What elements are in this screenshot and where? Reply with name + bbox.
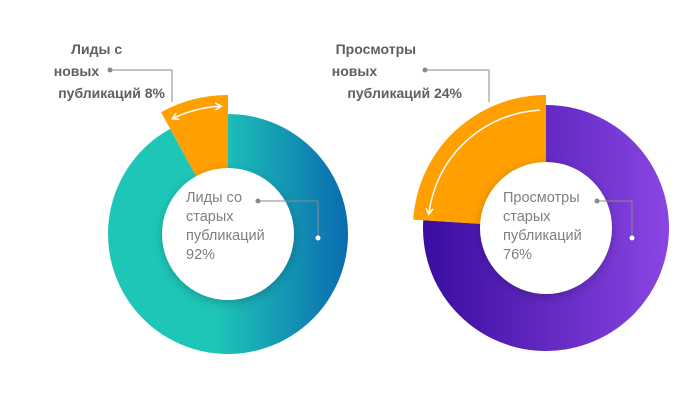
leader-dot-leads-new (107, 67, 113, 73)
leader-line-views-old (597, 200, 633, 238)
label-views-old: Просмотры старых публикаций 76% (503, 190, 586, 263)
leader-dot-leads-old (255, 198, 261, 204)
donut-hole-views (480, 162, 612, 294)
label-views-new: Просмотры новых публикаций 24% (332, 41, 463, 101)
leader-dot-views-old-end (629, 235, 635, 241)
donut-chart-leads: Лиды с новых публикаций 8% Лиды со стары… (54, 41, 348, 354)
leader-dot-views-old (594, 198, 600, 204)
leader-line-leads-new (110, 69, 173, 102)
leader-dot-views-new (422, 67, 428, 73)
leader-line-views-new (425, 69, 490, 102)
donut-chart-views: Просмотры новых публикаций 24% Просмотры… (332, 41, 669, 351)
label-leads-new: Лиды с новых публикаций 8% (54, 41, 166, 101)
label-leads-old: Лиды со старых публикаций 92% (186, 190, 269, 263)
leader-line-leads-old (258, 200, 319, 238)
arc-arrow-leads-new (170, 102, 223, 121)
leader-dot-leads-old-end (315, 235, 321, 241)
arc-arrow-views-new (425, 109, 540, 216)
